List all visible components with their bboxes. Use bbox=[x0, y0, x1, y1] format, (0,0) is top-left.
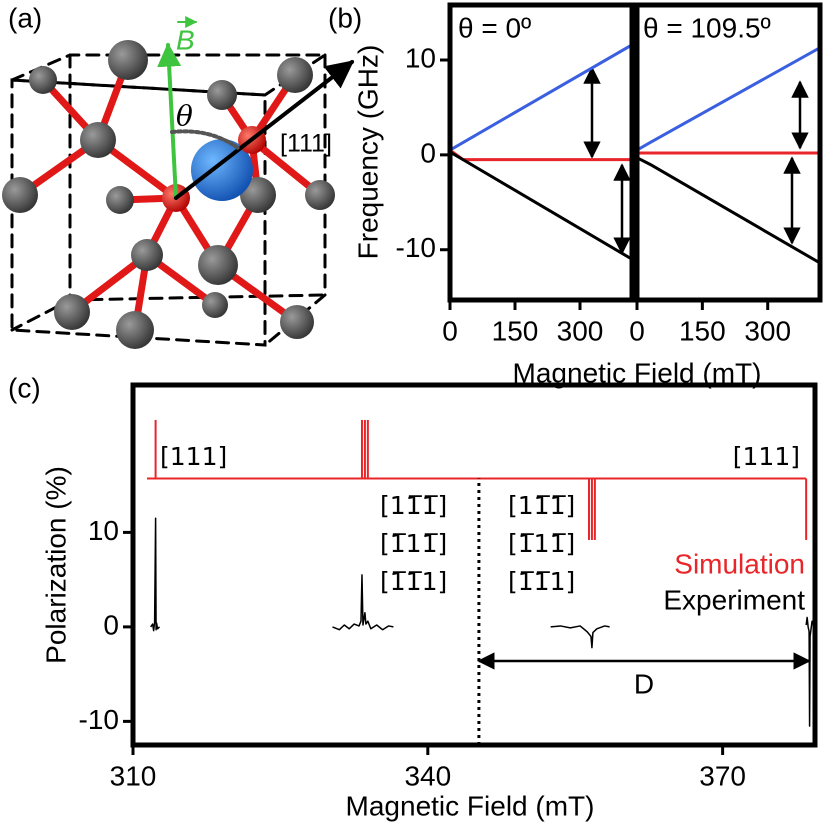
plot-area bbox=[147, 419, 815, 727]
x-tick-label: 300 bbox=[557, 315, 604, 346]
x-tick-label: 0 bbox=[629, 315, 645, 346]
angle-label: θ bbox=[176, 100, 193, 133]
panel-title: θ = 0º bbox=[458, 12, 531, 43]
plot-frame bbox=[447, 2, 635, 303]
y-tick-label: 0 bbox=[420, 137, 436, 168]
legend-entry: Experiment bbox=[663, 584, 805, 615]
panel-label: (c) bbox=[8, 372, 41, 403]
vacancy-atom bbox=[191, 139, 253, 201]
field-label: B bbox=[176, 24, 195, 55]
series-line bbox=[637, 46, 820, 152]
annotation: [1̅1̅1] bbox=[380, 567, 447, 596]
x-tick-label: 0 bbox=[442, 315, 458, 346]
annotation: [111] bbox=[733, 442, 800, 471]
series-line bbox=[150, 517, 815, 727]
annotation: [11̅1̅] bbox=[508, 491, 575, 520]
y-tick-label: -10 bbox=[79, 704, 119, 735]
transition-arrows bbox=[583, 66, 809, 255]
panel-label: (b) bbox=[328, 2, 362, 33]
annotation: [11̅1̅] bbox=[380, 491, 447, 520]
angle-arc bbox=[170, 129, 240, 150]
plot-area bbox=[637, 46, 820, 265]
annotation: [1̅11̅] bbox=[380, 529, 447, 558]
panel-title: θ = 109.5º bbox=[643, 12, 771, 43]
y-axis-label: Frequency (GHz) bbox=[352, 45, 383, 260]
x-tick-label: 310 bbox=[110, 760, 157, 791]
y-axis-label: Polarization (%) bbox=[40, 466, 71, 664]
series-line bbox=[450, 43, 632, 152]
x-tick-label: 370 bbox=[699, 760, 746, 791]
plot-frame bbox=[130, 382, 818, 748]
annotation: [1̅1̅1] bbox=[508, 567, 575, 596]
legend-entry: Simulation bbox=[674, 548, 805, 579]
x-tick-label: 150 bbox=[492, 315, 539, 346]
axis-arrow bbox=[174, 60, 355, 200]
annotation: [1̅11̅] bbox=[508, 529, 575, 558]
series-line bbox=[637, 156, 820, 265]
plot-frame bbox=[634, 2, 823, 303]
y-tick-label: -10 bbox=[396, 232, 436, 263]
field-arrow bbox=[157, 42, 182, 200]
panel-label: (a) bbox=[8, 2, 42, 33]
y-tick-label: 10 bbox=[405, 42, 436, 73]
atoms bbox=[2, 40, 335, 349]
x-tick-label: 150 bbox=[679, 315, 726, 346]
x-tick-label: 300 bbox=[744, 315, 791, 346]
direction-label: [111] bbox=[280, 130, 332, 158]
y-tick-label: 10 bbox=[88, 515, 119, 546]
series-line bbox=[450, 148, 632, 162]
x-tick-label: 340 bbox=[404, 760, 451, 791]
series-line bbox=[450, 150, 632, 261]
span-label: D bbox=[634, 668, 654, 699]
plot-area bbox=[450, 43, 632, 261]
x-axis-label: Magnetic Field (mT) bbox=[346, 790, 595, 821]
annotation: [111] bbox=[160, 442, 227, 471]
y-tick-label: 0 bbox=[103, 609, 119, 640]
crystal-drawing: (a) B θ [111] bbox=[2, 2, 355, 349]
